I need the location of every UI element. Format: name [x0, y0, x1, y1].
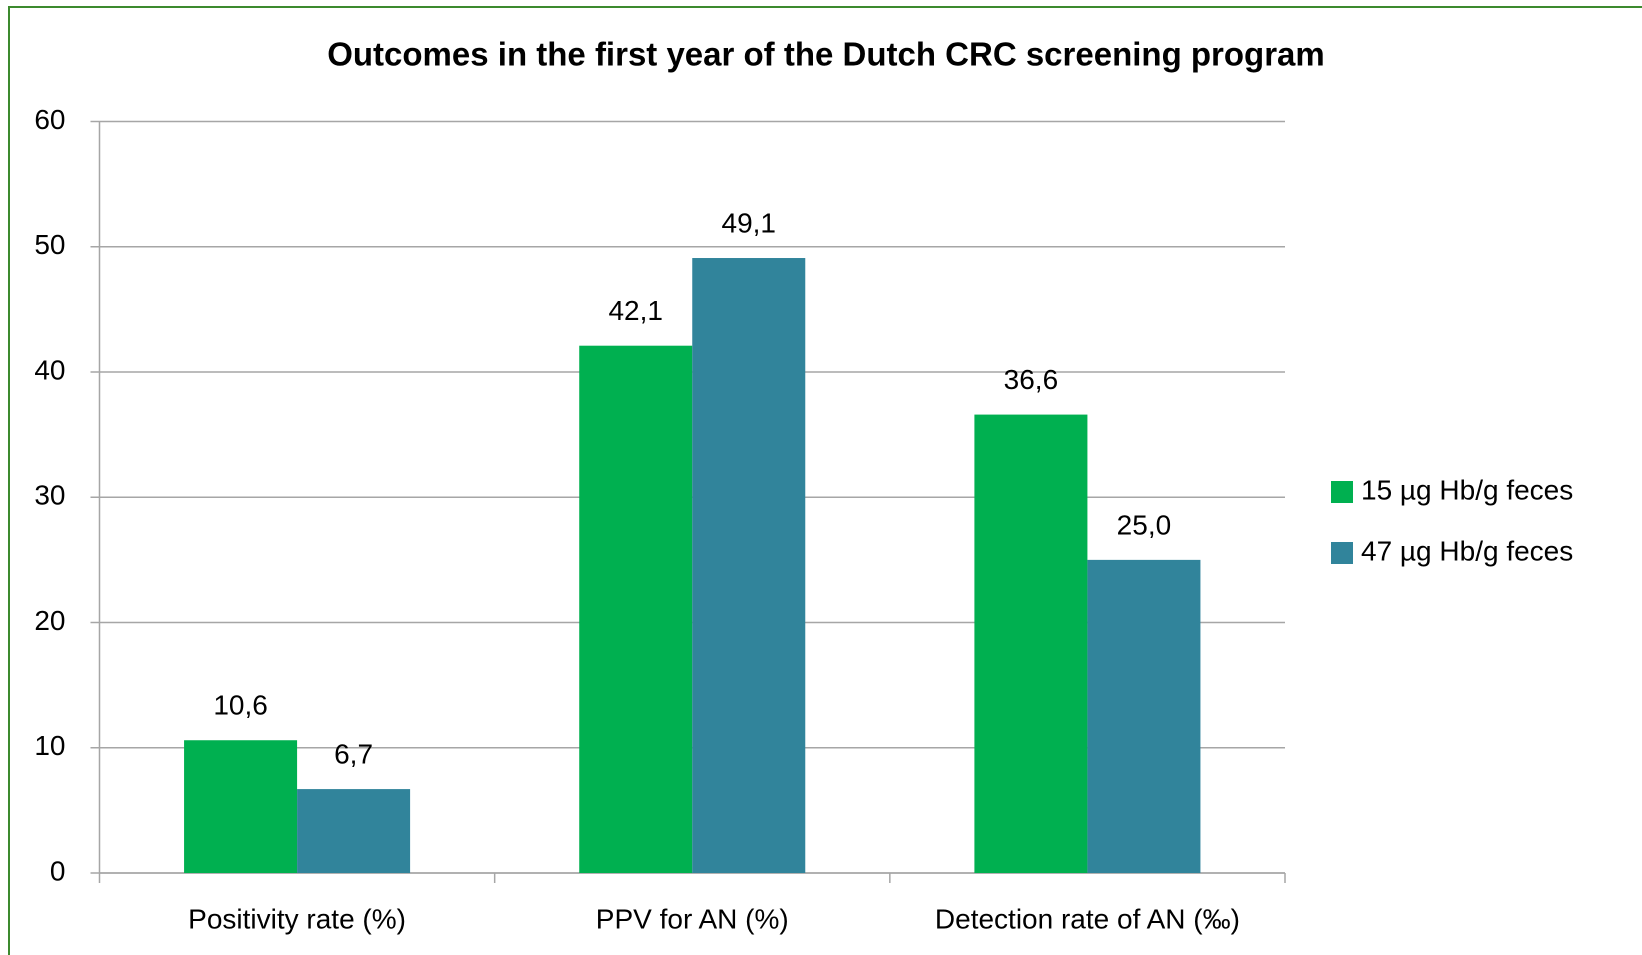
- y-tick-label: 30: [34, 480, 65, 511]
- bar: [692, 258, 806, 874]
- value-label: 25,0: [1117, 509, 1172, 540]
- y-tick-label: 20: [34, 605, 65, 636]
- bar: [579, 345, 693, 873]
- value-label: 42,1: [608, 295, 663, 326]
- bar: [1087, 559, 1201, 873]
- y-tick-label: 60: [34, 104, 65, 135]
- legend-swatch: [1331, 481, 1353, 503]
- legend-swatch: [1331, 542, 1353, 564]
- y-tick-label: 0: [50, 855, 66, 886]
- bar: [974, 414, 1088, 873]
- value-label: 6,7: [334, 738, 373, 769]
- x-tick-label: Detection rate of AN (‰): [935, 903, 1240, 934]
- value-label: 36,6: [1004, 364, 1059, 395]
- bar: [297, 789, 411, 873]
- value-label: 10,6: [213, 690, 268, 721]
- y-tick-label: 50: [34, 229, 65, 260]
- value-label: 49,1: [722, 207, 777, 238]
- legend-label: 47 µg Hb/g feces: [1361, 535, 1573, 566]
- bar: [184, 740, 298, 873]
- y-tick-label: 40: [34, 354, 65, 385]
- chart-title: Outcomes in the first year of the Dutch …: [327, 36, 1325, 73]
- y-tick-label: 10: [34, 730, 65, 761]
- x-tick-label: PPV for AN (%): [596, 903, 789, 934]
- legend-label: 15 µg Hb/g feces: [1361, 474, 1573, 505]
- x-tick-label: Positivity rate (%): [188, 903, 406, 934]
